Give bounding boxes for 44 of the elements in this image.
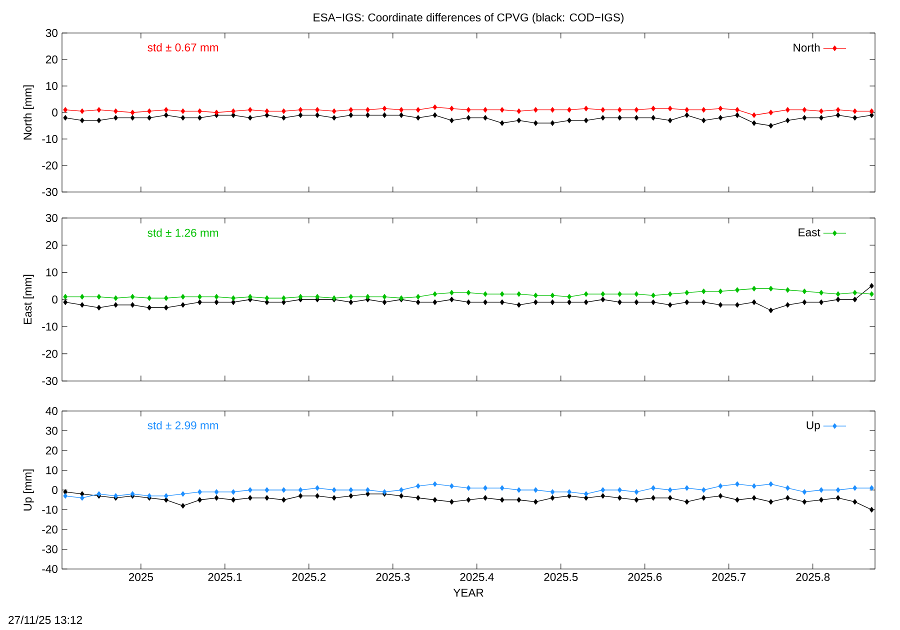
y-tick-label: -20 bbox=[42, 162, 58, 170]
y-tick-label: 40 bbox=[46, 407, 58, 416]
chart-title: ESA−IGS: Coordinate differences of CPVG (black: COD−IGS) bbox=[314, 13, 624, 24]
y-tick-label: -40 bbox=[42, 565, 58, 573]
y-axis-title: Up [mm] bbox=[23, 469, 34, 510]
x-tick-label: 2025.2 bbox=[292, 573, 326, 582]
y-tick-label: -10 bbox=[42, 506, 58, 514]
y-tick-label: -10 bbox=[42, 135, 58, 143]
y-tick-label: 20 bbox=[46, 241, 58, 250]
y-tick-label: -30 bbox=[42, 377, 58, 385]
y-tick-label: -10 bbox=[42, 322, 58, 331]
legend-label: East bbox=[798, 228, 820, 236]
x-tick-label: 2025.8 bbox=[796, 573, 830, 582]
x-tick-label: 2025.6 bbox=[628, 573, 662, 582]
x-tick-label: 2025.3 bbox=[376, 573, 410, 582]
y-tick-label: 30 bbox=[46, 29, 58, 37]
y-tick-label: -30 bbox=[42, 545, 58, 554]
annotation: std ± 2.99 mm bbox=[148, 421, 218, 430]
x-axis-title: YEAR bbox=[453, 588, 484, 597]
x-tick-label: 2025.4 bbox=[460, 573, 494, 582]
y-tick-label: -20 bbox=[42, 526, 58, 534]
annotation: std ± 1.26 mm bbox=[148, 228, 218, 237]
annotation: std ± 0.67 mm bbox=[148, 43, 218, 52]
y-tick-label: 10 bbox=[46, 466, 58, 474]
y-tick-label: 30 bbox=[46, 426, 58, 435]
y-tick-label: 30 bbox=[46, 214, 58, 222]
x-tick-label: 2025.7 bbox=[712, 573, 746, 582]
text: 27/11/25 13:12 bbox=[8, 616, 82, 624]
x-tick-label: 2025.1 bbox=[208, 573, 242, 582]
y-axis-title: North [mm] bbox=[23, 85, 34, 140]
y-tick-label: 0 bbox=[52, 108, 58, 116]
y-tick-label: 10 bbox=[46, 82, 58, 90]
y-tick-label: 0 bbox=[52, 296, 58, 304]
legend-label: North bbox=[794, 43, 820, 52]
y-tick-label: -20 bbox=[42, 350, 58, 358]
y-tick-label: 10 bbox=[46, 268, 58, 276]
legend-label: Up bbox=[806, 421, 820, 432]
x-tick-label: 2025 bbox=[128, 573, 154, 582]
y-axis-title: East [mm] bbox=[23, 274, 34, 324]
y-tick-label: 0 bbox=[52, 486, 58, 494]
y-tick-label: 20 bbox=[46, 56, 58, 64]
x-tick-label: 2025.5 bbox=[544, 573, 578, 582]
y-tick-label: 20 bbox=[46, 446, 58, 454]
y-tick-label: -30 bbox=[42, 188, 58, 196]
